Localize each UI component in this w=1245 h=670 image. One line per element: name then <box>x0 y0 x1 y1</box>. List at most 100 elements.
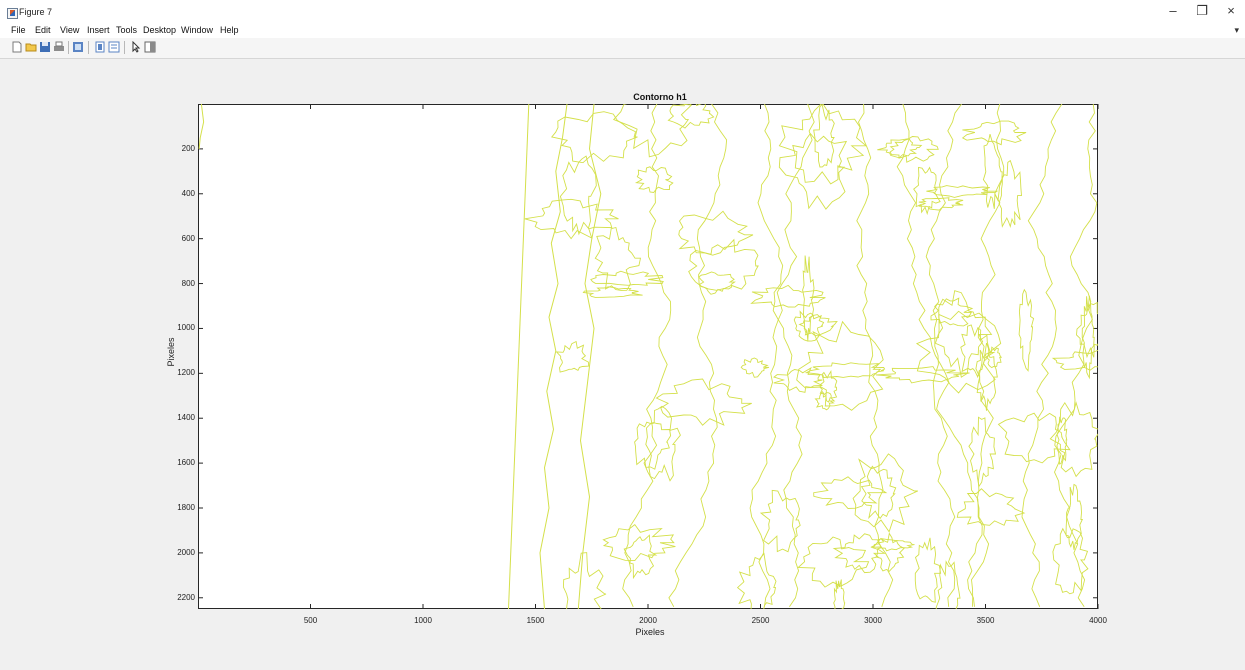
contour-blob <box>1051 349 1098 371</box>
x-tick-label: 3500 <box>976 616 995 625</box>
contour-blob <box>975 342 998 411</box>
contour-blob <box>833 579 846 609</box>
contour-line <box>757 104 803 608</box>
menu-overflow-icon[interactable]: ▾ <box>1234 25 1239 35</box>
y-tick-label: 800 <box>181 278 195 288</box>
contour-blob <box>797 536 870 588</box>
save-icon[interactable] <box>39 41 51 53</box>
contour-blob <box>870 537 915 552</box>
contour-blob <box>918 197 964 211</box>
contour-line <box>856 104 894 607</box>
contour-line <box>577 103 602 610</box>
contour-blob <box>590 270 664 286</box>
colorbar-icon[interactable] <box>94 41 106 53</box>
contour-blob <box>612 104 693 158</box>
x-tick-label: 1000 <box>414 616 432 625</box>
contour-blob <box>852 453 918 533</box>
contour-blob <box>688 238 759 291</box>
contour-blob <box>889 136 939 163</box>
menu-desktop[interactable]: Desktop <box>143 25 177 35</box>
y-tick-label: 1400 <box>177 413 195 423</box>
contour-blob <box>934 290 993 378</box>
contour-blob <box>773 366 823 393</box>
contour-blob <box>602 523 676 562</box>
contour-blob <box>1081 295 1095 380</box>
contour-blob <box>960 324 992 379</box>
contour-blob <box>875 532 905 572</box>
contour-blob <box>778 104 868 185</box>
contour-blob <box>913 166 941 216</box>
contour-blob <box>930 297 974 327</box>
open-file-icon[interactable] <box>25 41 37 53</box>
contour-blob <box>875 366 970 384</box>
menu-tools[interactable]: Tools <box>116 25 138 35</box>
contour-blob <box>813 104 835 168</box>
print-icon[interactable] <box>53 41 65 53</box>
contour-blob <box>667 104 715 129</box>
legend-icon[interactable] <box>108 41 120 53</box>
contour-blob <box>759 489 801 553</box>
contour-blob <box>984 346 1003 369</box>
contour-line <box>668 104 728 608</box>
contour-blob <box>968 416 997 488</box>
y-tick-label: 1000 <box>177 323 195 333</box>
contour-blob <box>1056 416 1068 465</box>
contour-blob <box>877 138 923 159</box>
property-editor-icon[interactable] <box>144 41 156 53</box>
x-axis-label: Pixeles <box>635 627 665 637</box>
link-plot-icon[interactable] <box>72 41 84 53</box>
contour-blob <box>915 310 1002 394</box>
menu-insert[interactable]: Insert <box>87 25 110 35</box>
restore-button[interactable]: ❐ <box>1196 3 1208 18</box>
matlab-figure-icon <box>7 8 18 19</box>
close-button[interactable]: × <box>1227 3 1235 18</box>
x-tick-label: 1500 <box>526 616 545 625</box>
contour-line <box>539 103 568 610</box>
toolbar-separator <box>88 41 89 54</box>
menu-help[interactable]: Help <box>220 25 239 35</box>
y-tick-label: 1800 <box>177 503 195 512</box>
contour-blob <box>555 340 590 373</box>
contour-blob <box>1018 288 1035 372</box>
contour-blob <box>740 357 770 378</box>
contour-blob <box>634 166 674 193</box>
y-axis-label: Pixeles <box>166 337 176 367</box>
x-tick-label: 4000 <box>1089 616 1107 625</box>
contour-group <box>524 104 1098 609</box>
contour-line <box>971 104 1005 607</box>
menu-window[interactable]: Window <box>181 25 214 35</box>
contour-blob <box>524 198 619 240</box>
x-tick-label: 3000 <box>864 616 882 625</box>
contour-blob <box>559 155 597 236</box>
contour-line <box>925 104 962 607</box>
x-tick-label: 2500 <box>751 616 770 625</box>
window-titlebar: Figure 7 – ❐ × <box>0 0 1245 22</box>
y-tick-label: 400 <box>181 188 195 198</box>
contour-blob <box>562 552 607 609</box>
contour-blob <box>750 284 826 308</box>
contour-blob <box>1076 301 1098 359</box>
contour-blob <box>860 465 897 520</box>
menu-file[interactable]: File <box>11 25 26 35</box>
menu-view[interactable]: View <box>60 25 80 35</box>
contour-blob <box>1049 401 1098 478</box>
contour-blob <box>961 120 1027 146</box>
minimize-button[interactable]: – <box>1169 3 1177 18</box>
contour-blob <box>997 412 1071 464</box>
x-tick-label: 500 <box>303 616 318 625</box>
contour-blob <box>819 369 838 403</box>
y-tick-label: 200 <box>181 143 195 153</box>
new-figure-icon[interactable] <box>11 41 23 53</box>
contour-blob <box>956 488 1026 526</box>
contour-blob <box>982 133 1003 209</box>
y-tick-label: 2000 <box>177 547 195 557</box>
contour-blob <box>645 405 681 482</box>
menu-edit[interactable]: Edit <box>35 25 51 35</box>
contour-blob <box>914 537 942 603</box>
y-tick-label: 1200 <box>177 368 195 378</box>
contour-blob <box>698 271 736 295</box>
contour-blob <box>998 159 1022 228</box>
contour-blob <box>804 362 886 378</box>
pointer-icon[interactable] <box>130 41 142 53</box>
